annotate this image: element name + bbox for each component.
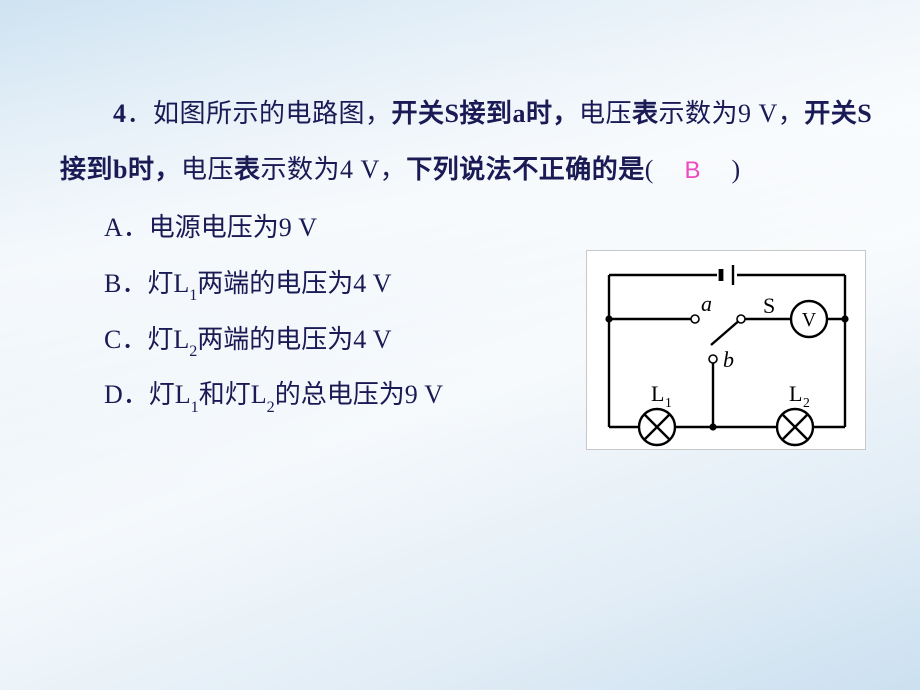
svg-text:2: 2 <box>803 395 810 410</box>
svg-text:L: L <box>789 381 802 406</box>
slide-background: 4．如图所示的电路图，开关S接到a时，电压表示数为9 V，开关S接到b时，电压表… <box>0 0 920 690</box>
circuit-diagram: VSabL1L2 <box>586 250 866 450</box>
svg-text:V: V <box>802 309 817 331</box>
svg-text:a: a <box>701 291 712 316</box>
svg-text:S: S <box>763 293 775 318</box>
svg-text:L: L <box>651 381 664 406</box>
svg-text:1: 1 <box>665 395 672 410</box>
question-stem: 4．如图所示的电路图，开关S接到a时，电压表示数为9 V，开关S接到b时，电压表… <box>60 86 880 198</box>
svg-text:b: b <box>723 347 734 372</box>
option-a: A．电源电压为9 V <box>60 200 880 256</box>
